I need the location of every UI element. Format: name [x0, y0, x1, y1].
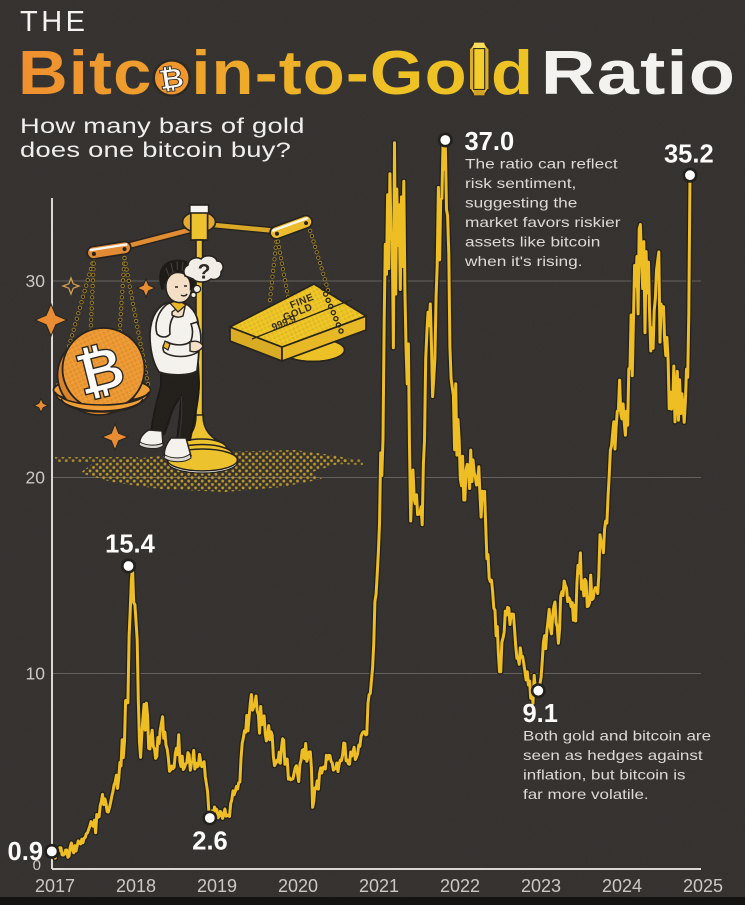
svg-text:2020: 2020	[278, 876, 318, 896]
svg-text:2025: 2025	[683, 876, 723, 896]
svg-text:when it's rising.: when it's rising.	[464, 255, 583, 270]
svg-text:2018: 2018	[116, 876, 156, 896]
svg-text:far more volatile.: far more volatile.	[523, 788, 649, 803]
svg-text:market favors riskier: market favors riskier	[465, 216, 620, 231]
svg-text:9.1: 9.1	[523, 700, 558, 728]
svg-text:15.4: 15.4	[105, 531, 155, 559]
svg-text:10: 10	[26, 664, 46, 684]
svg-text:20: 20	[26, 468, 46, 488]
svg-text:The ratio can reflect: The ratio can reflect	[465, 157, 618, 172]
svg-text:Both gold and bitcoin are: Both gold and bitcoin are	[523, 729, 711, 744]
svg-text:2022: 2022	[440, 876, 480, 896]
svg-text:30: 30	[26, 271, 46, 291]
svg-text:2021: 2021	[359, 876, 399, 896]
svg-text:seen as hedges against: seen as hedges against	[523, 749, 703, 764]
svg-text:2019: 2019	[197, 876, 237, 896]
svg-text:37.0: 37.0	[465, 128, 515, 156]
svg-text:?: ?	[198, 261, 211, 284]
svg-text:assets like bitcoin: assets like bitcoin	[465, 235, 600, 250]
svg-text:risk sentiment,: risk sentiment,	[465, 177, 576, 192]
svg-text:35.2: 35.2	[664, 141, 714, 169]
svg-text:2024: 2024	[602, 876, 642, 896]
svg-text:0.9: 0.9	[8, 838, 43, 866]
svg-text:2017: 2017	[35, 876, 75, 896]
svg-text:suggesting the: suggesting the	[465, 196, 577, 211]
svg-text:2.6: 2.6	[192, 828, 227, 856]
svg-text:inflation, but bitcoin is: inflation, but bitcoin is	[523, 768, 686, 783]
svg-text:2023: 2023	[521, 876, 561, 896]
